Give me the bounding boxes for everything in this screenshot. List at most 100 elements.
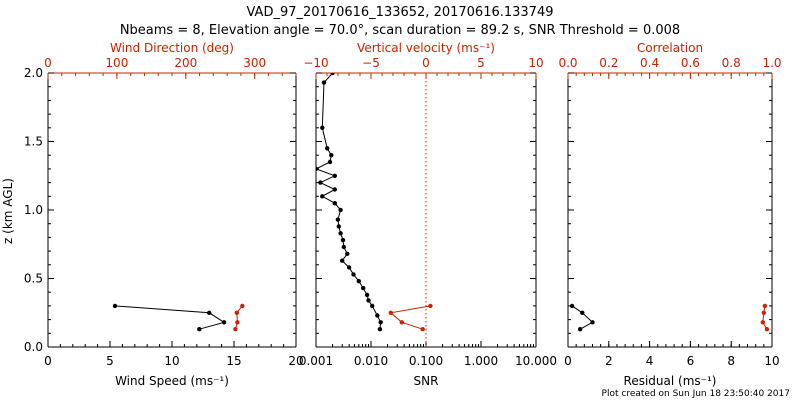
- x-top-axis-label: Wind Direction (deg): [110, 41, 234, 55]
- data-point: [332, 201, 337, 206]
- data-point: [240, 303, 245, 309]
- x-bottom-tick-label: 15: [226, 354, 241, 368]
- x-top-tick-label: 0.0: [558, 56, 577, 70]
- data-point: [235, 320, 240, 325]
- data-point: [364, 292, 370, 298]
- data-point: [578, 327, 583, 332]
- data-point: [428, 303, 433, 309]
- x-top-axis-label: Correlation: [637, 41, 703, 55]
- x-bottom-tick-label: 5: [106, 354, 114, 368]
- data-point: [197, 327, 202, 332]
- x-bottom-axis-label: SNR: [414, 374, 439, 388]
- x-bottom-axis-label: Wind Speed (ms⁻¹): [115, 374, 229, 388]
- data-point: [366, 298, 371, 303]
- data-point: [375, 313, 380, 318]
- y-axis-label: z (km AGL): [1, 178, 15, 244]
- x-top-tick-label: 1.0: [762, 56, 781, 70]
- x-bottom-tick-label: 0.001: [299, 354, 333, 368]
- x-bottom-tick-label: 1.000: [464, 354, 498, 368]
- x-top-tick-label: 0.6: [681, 56, 700, 70]
- data-point: [764, 327, 770, 332]
- data-point: [761, 310, 766, 315]
- data-point: [234, 310, 239, 315]
- data-point: [351, 272, 356, 277]
- x-bottom-tick-label: 6: [687, 354, 695, 368]
- series-line-top: [389, 305, 431, 330]
- data-point: [327, 159, 333, 165]
- data-point: [356, 279, 361, 284]
- y-tick-label: 1.5: [24, 135, 43, 149]
- x-top-tick-label: 0: [422, 56, 430, 70]
- x-top-tick-label: 0.8: [722, 56, 741, 70]
- data-point: [316, 166, 319, 172]
- x-bottom-tick-label: 2: [605, 354, 613, 368]
- x-top-axis-label: Vertical velocity (ms⁻¹): [357, 41, 495, 55]
- x-bottom-tick-label: 0: [44, 354, 52, 368]
- data-point: [332, 187, 337, 192]
- data-point: [320, 125, 325, 130]
- data-point: [338, 207, 343, 213]
- panel-2: 0.001 0.010 0.100 1.000 10.000 SNR −10 −5 0 5 10 Ve…: [299, 41, 557, 388]
- series-line-top: [762, 305, 768, 330]
- x-top-tick-label: −5: [362, 56, 380, 70]
- data-point: [335, 217, 341, 222]
- x-bottom-tick-label: 10: [764, 354, 779, 368]
- x-bottom-axis-label: Residual (ms⁻¹): [624, 374, 717, 388]
- y-tick-label: 1.0: [24, 203, 43, 217]
- data-point: [336, 224, 341, 229]
- data-point: [325, 146, 330, 151]
- data-point: [207, 310, 212, 315]
- data-point: [340, 237, 346, 243]
- x-bottom-tick-label: 0.010: [354, 354, 388, 368]
- data-point: [321, 80, 327, 85]
- data-point: [320, 194, 325, 199]
- series-line-bottom: [114, 305, 226, 330]
- data-point: [420, 327, 425, 332]
- x-bottom-tick-label: 4: [646, 354, 654, 368]
- series-line-top: [234, 305, 243, 330]
- figure-title: VAD_97_20170616_133652, 20170616.133749: [247, 5, 554, 20]
- x-bottom-tick-label: 10.000: [515, 354, 557, 368]
- panel-3: 0 2 4 6 8 10 Residual (ms⁻¹) 0.0 0.2 0.4 0.6 0.8 1.0…: [558, 41, 781, 388]
- data-point: [590, 320, 595, 325]
- data-point: [762, 303, 768, 309]
- x-top-tick-label: −10: [303, 56, 328, 70]
- x-top-tick-label: 200: [174, 56, 197, 70]
- series-line-bottom: [571, 305, 594, 330]
- x-top-tick-label: 0.4: [640, 56, 659, 70]
- data-point: [233, 327, 238, 332]
- data-point: [345, 251, 350, 256]
- data-point: [338, 231, 343, 236]
- data-point: [399, 320, 404, 325]
- x-bottom-tick-label: 0: [564, 354, 572, 368]
- data-point: [332, 173, 337, 178]
- data-point: [377, 327, 383, 332]
- data-point: [346, 265, 352, 270]
- data-point: [378, 320, 383, 325]
- x-bottom-tick-label: 8: [727, 354, 735, 368]
- data-point: [569, 303, 575, 309]
- data-point: [340, 258, 345, 263]
- x-top-tick-label: 300: [243, 56, 266, 70]
- x-top-tick-label: 0: [44, 56, 52, 70]
- series-line-bottom: [316, 73, 382, 330]
- data-point: [388, 310, 393, 315]
- x-top-tick-label: 10: [528, 56, 543, 70]
- data-point: [221, 320, 227, 325]
- x-top-tick-label: 5: [477, 56, 485, 70]
- x-top-tick-label: 100: [105, 56, 128, 70]
- plot-created-note: Plot created on Sun Jun 18 23:50:40 2017: [602, 389, 790, 399]
- x-top-tick-label: 0.2: [599, 56, 618, 70]
- figure-subtitle: Nbeams = 8, Elevation angle = 70.0°, sca…: [120, 23, 680, 38]
- data-point: [329, 153, 334, 158]
- data-point: [318, 180, 323, 185]
- data-point: [112, 303, 118, 309]
- data-point: [341, 244, 346, 250]
- x-bottom-tick-label: 0.100: [409, 354, 443, 368]
- data-point: [330, 73, 335, 76]
- data-point: [580, 310, 585, 315]
